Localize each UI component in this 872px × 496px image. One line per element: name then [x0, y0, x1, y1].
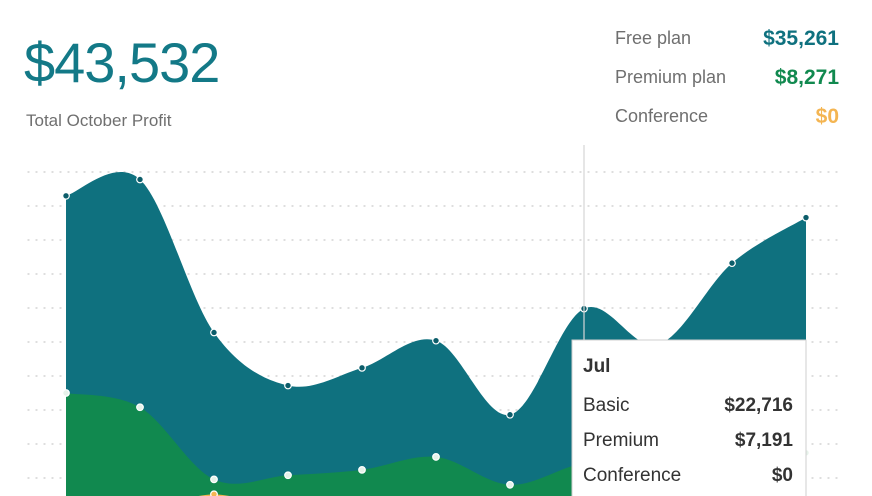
total-profit: $43,532 — [24, 31, 219, 94]
data-point — [210, 490, 218, 496]
plan-amount: $0 — [816, 105, 839, 128]
data-point — [62, 191, 70, 200]
plot: Jul Basic $22,716 Premium $7,191 Conference $0 — [27, 145, 843, 496]
data-point — [62, 389, 70, 397]
data-point — [432, 336, 440, 345]
plan-label: Free plan — [615, 28, 691, 48]
plan-label: Premium plan — [615, 67, 726, 87]
tooltip-value: $22,716 — [724, 395, 793, 416]
data-point — [802, 213, 810, 222]
data-point — [506, 410, 514, 419]
tooltip-title: Jul — [583, 356, 610, 377]
data-point — [432, 453, 440, 461]
data-point — [284, 471, 292, 480]
tooltip-series: Conference — [583, 465, 681, 486]
data-point — [284, 381, 292, 390]
total-caption: Total October Profit — [26, 111, 172, 130]
tooltip-value: $7,191 — [735, 430, 794, 451]
plan-summary: Free plan $35,261 Premium plan $8,271 Confer… — [615, 27, 839, 128]
data-point — [358, 465, 366, 474]
plan-label: Conference — [615, 106, 708, 126]
data-point — [210, 475, 218, 484]
plan-amount: $8,271 — [775, 66, 840, 89]
data-point — [136, 403, 144, 412]
tooltip-value: $0 — [772, 465, 793, 486]
tooltip-series: Premium — [583, 430, 659, 451]
data-point — [136, 175, 144, 184]
plan-amount: $35,261 — [763, 27, 839, 50]
tooltip — [571, 339, 807, 496]
data-point — [210, 328, 218, 337]
tooltip-series: Basic — [583, 395, 629, 416]
data-point — [728, 259, 736, 268]
data-point — [358, 363, 366, 372]
data-point — [506, 480, 514, 489]
